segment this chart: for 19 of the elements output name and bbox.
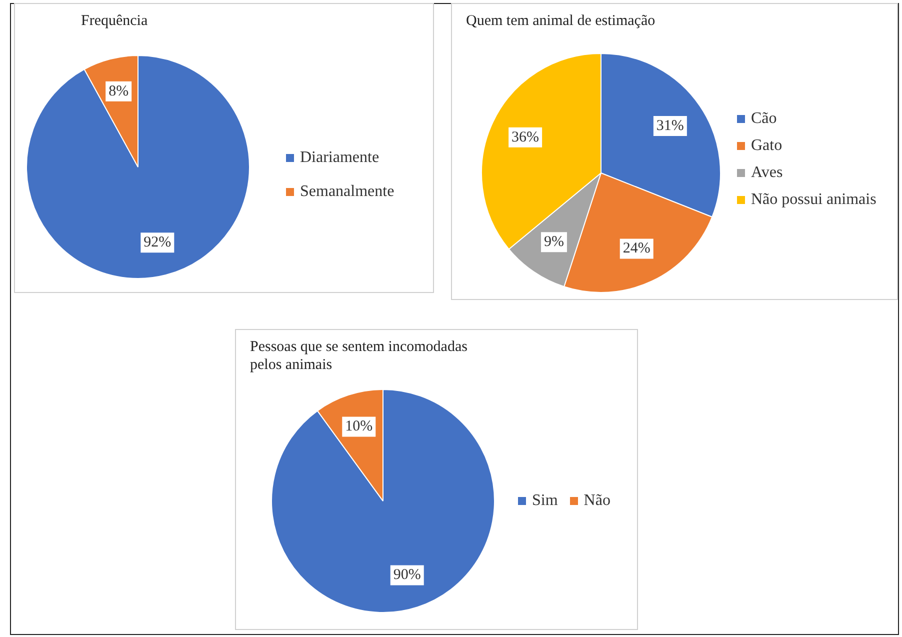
legend-label: Diariamente [300,149,380,167]
data-label: 36% [512,129,540,146]
legend-label: Semanalmente [300,183,394,201]
data-label: 90% [393,567,421,584]
legend-label: Não possui animais [751,191,876,209]
chart-title: Frequência [81,12,149,30]
data-label: 31% [656,118,684,134]
legend-label: Não [584,492,610,510]
legend-label: Gato [751,137,782,155]
data-label: 10% [345,418,373,435]
legend-label: Aves [751,164,783,182]
data-label: 8% [108,83,129,100]
legend-label: Sim [532,492,558,510]
data-label: 9% [544,234,564,250]
data-label: 92% [144,234,172,251]
chart-title: Quem tem animal de estimação [466,12,656,30]
data-label: 24% [622,240,650,257]
chart-title: Pessoas que se sentem incomodadas pelos animais [250,338,468,374]
legend-label: Cão [751,110,777,128]
